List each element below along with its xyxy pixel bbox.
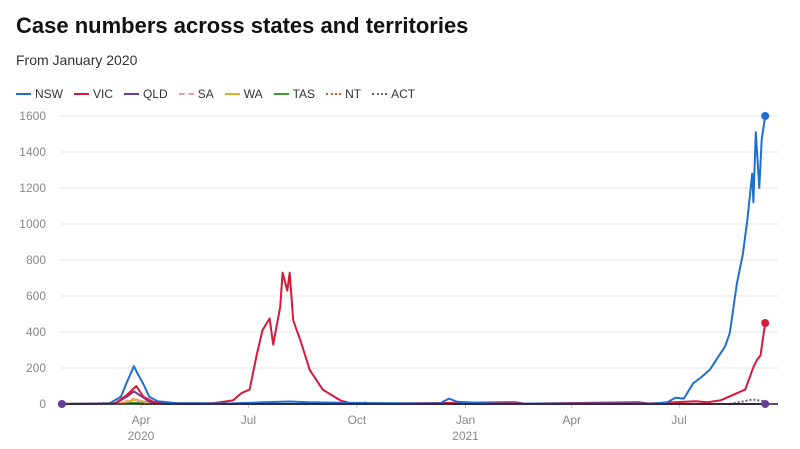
y-tick-label: 1600 bbox=[19, 109, 46, 123]
x-tick-label: Oct bbox=[348, 413, 367, 427]
legend-label: QLD bbox=[143, 87, 168, 101]
y-tick-label: 1400 bbox=[19, 145, 46, 159]
legend-swatch bbox=[372, 93, 388, 95]
chart-title: Case numbers across states and territori… bbox=[16, 13, 469, 38]
legend-swatch bbox=[326, 93, 342, 95]
chart-subtitle: From January 2020 bbox=[16, 52, 138, 68]
legend-swatch bbox=[273, 93, 289, 95]
legend-label: SA bbox=[197, 87, 214, 101]
start-point-qld bbox=[57, 400, 66, 408]
legend-swatch bbox=[124, 93, 140, 95]
legend-label: VIC bbox=[93, 87, 114, 101]
legend-label: ACT bbox=[391, 87, 416, 101]
x-tick-label: Jul bbox=[671, 413, 686, 427]
legend-item-vic[interactable]: VIC bbox=[74, 87, 113, 101]
legend-item-sa[interactable]: SA bbox=[178, 87, 214, 101]
legend-label: TAS bbox=[292, 87, 316, 101]
legend-item-wa[interactable]: WA bbox=[224, 87, 263, 101]
legend-swatch bbox=[74, 93, 89, 95]
legend-item-qld[interactable]: QLD bbox=[124, 87, 168, 101]
legend-item-nsw[interactable]: NSW bbox=[16, 87, 63, 101]
legend-swatch bbox=[16, 93, 31, 95]
legend-item-nt[interactable]: NT bbox=[326, 87, 361, 101]
x-tick-label: Jan bbox=[456, 413, 475, 427]
y-tick-label: 400 bbox=[26, 325, 46, 339]
y-tick-label: 200 bbox=[26, 361, 46, 375]
legend: NSW VIC QLD SA WA TAS NT ACT bbox=[16, 87, 415, 101]
y-tick-label: 800 bbox=[26, 253, 46, 267]
y-tick-label: 600 bbox=[26, 289, 46, 303]
x-tick-year: 2020 bbox=[128, 429, 155, 443]
x-tick-label: Apr bbox=[132, 413, 151, 427]
x-tick-label: Apr bbox=[562, 413, 581, 427]
end-point-qld bbox=[761, 400, 770, 408]
x-tick-label: Jul bbox=[241, 413, 256, 427]
end-point-nsw bbox=[761, 112, 770, 120]
series-line-vic bbox=[61, 271, 767, 405]
y-tick-label: 1000 bbox=[19, 217, 46, 231]
legend-item-tas[interactable]: TAS bbox=[273, 87, 316, 101]
x-tick-year: 2021 bbox=[452, 429, 479, 443]
legend-label: NT bbox=[345, 87, 362, 101]
legend-label: WA bbox=[243, 87, 263, 101]
legend-swatch bbox=[178, 93, 194, 95]
legend-item-act[interactable]: ACT bbox=[372, 87, 415, 101]
legend-label: NSW bbox=[35, 87, 63, 101]
y-tick-label: 0 bbox=[39, 397, 46, 411]
end-point-vic bbox=[761, 319, 770, 327]
legend-swatch bbox=[224, 93, 240, 95]
y-tick-label: 1200 bbox=[19, 181, 46, 195]
